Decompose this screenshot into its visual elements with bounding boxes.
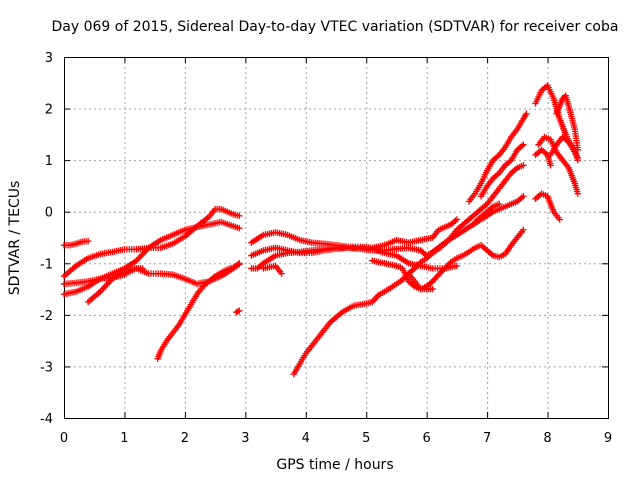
- data-point: [520, 141, 527, 148]
- y-tick-label: 0: [45, 206, 53, 221]
- x-tick-label: 4: [302, 431, 310, 446]
- data-point: [556, 216, 563, 223]
- series-track-10: [248, 244, 461, 272]
- series-track-12: [290, 162, 527, 378]
- data-point: [520, 193, 527, 200]
- y-tick-label: 1: [45, 154, 53, 169]
- data-point: [547, 162, 554, 169]
- series-track-18: [532, 82, 581, 161]
- data-point: [429, 285, 436, 293]
- x-tick-label: 2: [181, 431, 189, 446]
- x-tick-label: 9: [604, 431, 612, 446]
- y-tick-label: 3: [45, 51, 53, 66]
- axis-ticks: [64, 57, 609, 419]
- series-track-20: [532, 190, 563, 223]
- series-track-19: [535, 133, 581, 197]
- x-tick-label: 5: [362, 431, 370, 446]
- x-tick-label: 3: [241, 431, 249, 446]
- series-track-22: [553, 92, 581, 154]
- x-tick-label: 7: [483, 431, 491, 446]
- data-point: [574, 190, 581, 197]
- series-track-1: [60, 237, 92, 249]
- y-tick-label: -2: [40, 309, 53, 324]
- series-track-5: [84, 260, 243, 306]
- y-tick-label: -4: [40, 412, 53, 427]
- series-track-21: [547, 133, 581, 164]
- data-point: [414, 262, 421, 269]
- y-axis-title: SDTVAR / TECUs: [7, 181, 23, 296]
- series-track-16: [477, 141, 527, 200]
- data-point: [520, 226, 527, 233]
- x-tick-labels: 0 1 2 3 4 5 6 7 8 9: [60, 431, 612, 446]
- data-point: [233, 309, 240, 316]
- data-point: [574, 146, 581, 154]
- series-track-2: [60, 205, 243, 280]
- data-point: [453, 216, 461, 223]
- series-track-11: [260, 262, 285, 277]
- chart-title: Day 069 of 2015, Sidereal Day-to-day VTE…: [52, 19, 619, 35]
- data-point: [523, 110, 530, 117]
- data-point: [236, 212, 243, 220]
- y-tick-label: -3: [40, 360, 53, 375]
- data-point: [236, 225, 243, 232]
- data-point: [234, 308, 241, 315]
- data-point: [278, 270, 285, 277]
- series-track-23: [532, 146, 554, 169]
- series-track-17: [471, 200, 503, 226]
- data-point: [574, 156, 581, 164]
- y-tick-label: 2: [45, 103, 53, 118]
- x-tick-label: 0: [60, 431, 68, 446]
- plot-frame: [64, 57, 609, 419]
- data-point: [453, 262, 461, 270]
- data-point: [236, 307, 243, 314]
- data-point: [520, 162, 527, 169]
- x-tick-label: 1: [120, 431, 128, 446]
- y-tick-labels: -4 -3 -2 -1 0 1 2 3: [40, 51, 53, 427]
- series-track-15: [465, 110, 530, 205]
- x-axis-title: GPS time / hours: [276, 457, 393, 473]
- x-tick-label: 6: [423, 431, 431, 446]
- data-point: [496, 200, 503, 208]
- data-point: [84, 237, 92, 245]
- x-tick-label: 8: [543, 431, 551, 446]
- data-points: [60, 82, 581, 378]
- series-track-3: [60, 218, 243, 298]
- series-track-7: [233, 307, 243, 316]
- series-track-6: [154, 261, 243, 362]
- data-point: [236, 261, 243, 268]
- series-track-14: [405, 226, 527, 293]
- y-tick-label: -1: [40, 257, 53, 272]
